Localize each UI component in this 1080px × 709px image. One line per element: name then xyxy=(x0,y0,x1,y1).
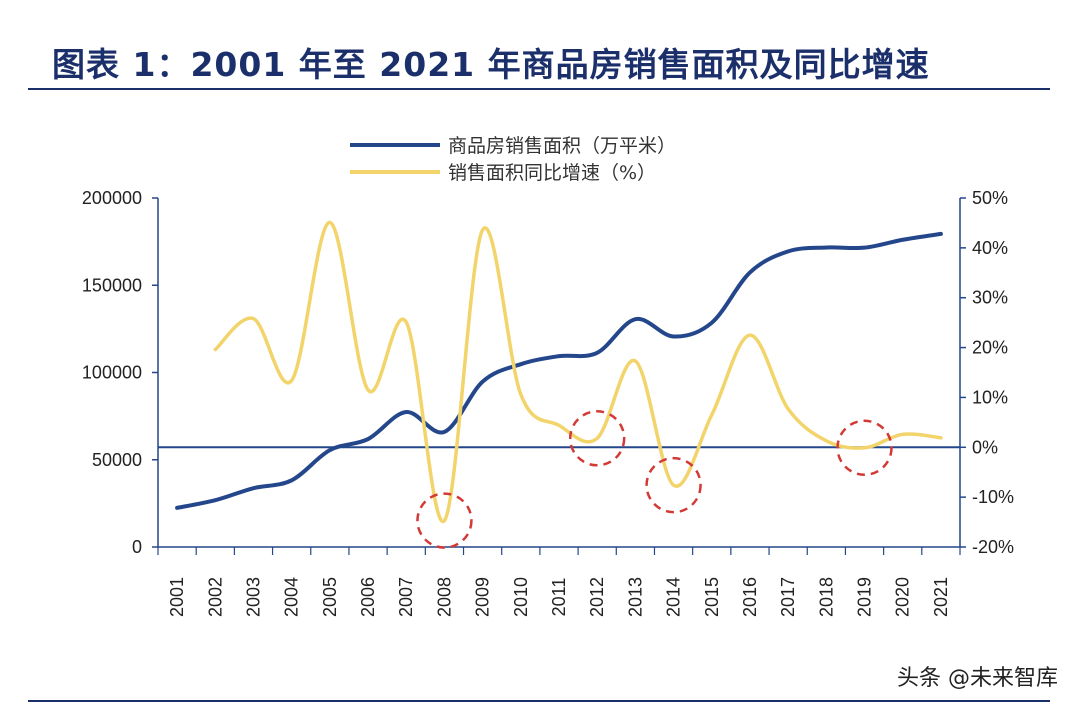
x-tick-label: 2010 xyxy=(511,577,531,617)
growth-rate-point xyxy=(557,423,561,427)
x-tick-label: 2011 xyxy=(549,578,569,617)
legend-label: 销售面积同比增速（%） xyxy=(448,162,656,184)
growth-rate-point xyxy=(251,317,255,321)
sales-area-point xyxy=(404,410,408,414)
right-tick-label: 0% xyxy=(972,437,998,457)
chart-legend: 商品房销售面积（万平米） 销售面积同比增速（%） xyxy=(350,135,676,184)
watermark: 头条 @未来智库 xyxy=(897,666,1058,691)
sales-area-point xyxy=(748,270,752,274)
x-tick-label: 2004 xyxy=(282,577,302,617)
sales-area-point xyxy=(824,245,828,249)
growth-rate-point xyxy=(710,413,714,417)
x-tick-label: 2014 xyxy=(664,577,684,617)
legend-label: 商品房销售面积（万平米） xyxy=(448,135,676,157)
x-tick-label: 2007 xyxy=(396,577,416,617)
right-tick-label: 20% xyxy=(972,338,1008,358)
sales-area-point xyxy=(442,430,446,434)
left-tick-label: 200000 xyxy=(82,188,142,208)
x-tick-label: 2009 xyxy=(473,577,493,617)
x-tick-label: 2003 xyxy=(243,577,263,617)
left-tick-label: 50000 xyxy=(92,450,142,470)
right-tick-label: 50% xyxy=(972,188,1008,208)
growth-rate-point xyxy=(595,436,599,440)
x-tick-label: 2018 xyxy=(816,577,836,617)
sales-area-point xyxy=(519,362,523,366)
sales-area-point xyxy=(710,321,714,325)
sales-area-point xyxy=(251,486,255,490)
sales-area-point xyxy=(633,317,637,321)
growth-rate-point xyxy=(786,407,790,411)
x-tick-label: 2006 xyxy=(358,577,378,617)
growth-rate-point xyxy=(442,519,446,523)
growth-rate-point xyxy=(863,446,867,450)
highlight-circle xyxy=(416,492,473,549)
left-tick-label: 100000 xyxy=(82,363,142,383)
x-tick-label: 2016 xyxy=(740,577,760,617)
sales-area-point xyxy=(939,232,943,236)
right-tick-label: 40% xyxy=(972,238,1008,258)
x-tick-label: 2015 xyxy=(702,577,722,617)
sales-area-point xyxy=(481,380,485,384)
x-tick-label: 2001 xyxy=(167,577,187,617)
sales-area-point xyxy=(901,238,905,242)
x-tick-label: 2013 xyxy=(625,577,645,617)
sales-area-point xyxy=(290,478,294,482)
sales-area-point xyxy=(557,354,561,358)
growth-rate-point xyxy=(748,333,752,337)
right-tick-label: 30% xyxy=(972,288,1008,308)
sales-area-point xyxy=(366,437,370,441)
sales-area-point xyxy=(863,246,867,250)
x-tick-label: 2021 xyxy=(931,577,951,617)
page-title: 图表 1：2001 年至 2021 年商品房销售面积及同比增速 xyxy=(52,45,930,84)
growth-rate-point xyxy=(672,483,676,487)
growth-rate-point xyxy=(939,436,943,440)
growth-rate-point xyxy=(328,220,332,224)
sales-area-point xyxy=(328,448,332,452)
sales-area-line xyxy=(175,231,943,510)
x-tick-label: 2020 xyxy=(893,577,913,617)
sales-area-point xyxy=(175,506,179,510)
growth-rate-point xyxy=(290,378,294,382)
right-tick-label: -20% xyxy=(972,537,1014,557)
highlight-circle xyxy=(645,456,702,514)
sales-area-point xyxy=(786,249,790,253)
sales-area-point xyxy=(672,334,676,338)
x-tick-label: 2017 xyxy=(778,577,798,617)
growth-rate-point xyxy=(519,392,523,396)
growth-rate-point xyxy=(824,439,828,443)
right-tick-label: -10% xyxy=(972,487,1014,507)
chart-axes: 0 50000 100000 150000 200000 -20% -10% 0% 10% 20%… xyxy=(82,188,1014,617)
x-tick-label: 2002 xyxy=(205,577,225,617)
x-tick-label: 2008 xyxy=(434,577,454,617)
bottom-divider xyxy=(28,700,1050,702)
sales-area-point xyxy=(595,351,599,355)
growth-rate-point xyxy=(366,388,370,392)
sales-area-point xyxy=(213,498,217,502)
highlight-circle xyxy=(568,410,626,467)
growth-rate-point xyxy=(901,432,905,436)
right-tick-label: 10% xyxy=(972,387,1008,407)
left-tick-label: 0 xyxy=(132,537,142,557)
growth-rate-point xyxy=(213,348,217,352)
growth-rate-point xyxy=(481,228,485,232)
chart-series xyxy=(175,220,943,523)
growth-rate-point xyxy=(633,359,637,363)
left-tick-label: 150000 xyxy=(82,275,142,295)
highlight-marks xyxy=(416,410,893,549)
top-divider xyxy=(28,88,1050,90)
highlight-circle xyxy=(836,419,893,477)
growth-rate-point xyxy=(404,320,408,324)
x-tick-label: 2012 xyxy=(587,577,607,617)
growth-rate-line xyxy=(213,220,943,523)
x-tick-label: 2005 xyxy=(320,577,340,617)
x-tick-label: 2019 xyxy=(855,577,875,617)
